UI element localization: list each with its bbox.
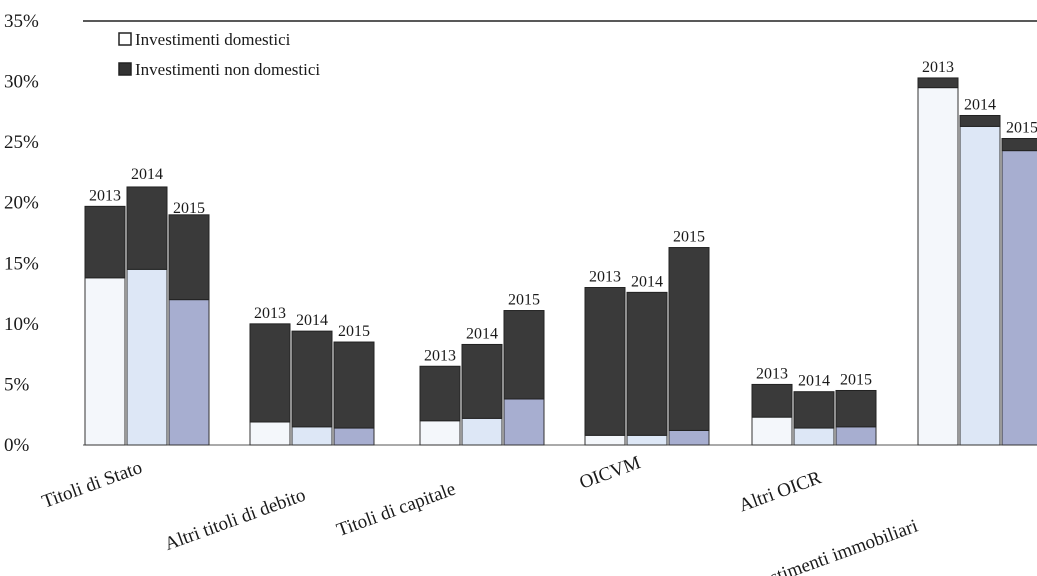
y-tick-label: 35% (4, 11, 39, 32)
bar-non-domestic (419, 365, 461, 422)
category-labels: Titoli di Stato Altri titoli di debito Tit… (39, 452, 920, 576)
legend-swatch-domestic (118, 32, 132, 46)
bar-domestic (751, 416, 793, 446)
bar-year-label: 2015 (1006, 120, 1037, 137)
bar-year-label: 2013 (424, 347, 456, 364)
bar-non-domestic (461, 343, 503, 419)
bar-domestic (333, 427, 375, 446)
bar-domestic (584, 434, 626, 446)
bar-domestic (793, 427, 835, 446)
bar-domestic (835, 426, 877, 446)
y-tick-label: 10% (4, 314, 39, 335)
y-tick-label: 30% (4, 72, 39, 93)
bar-non-domestic (626, 291, 668, 436)
bar-year-label: 2013 (589, 269, 621, 286)
x-category-label: Altri OICR (736, 467, 824, 516)
y-tick-label: 15% (4, 253, 39, 274)
bar-domestic (249, 421, 291, 446)
bar-domestic (419, 420, 461, 446)
bar-non-domestic (126, 186, 168, 270)
bar-domestic (168, 299, 210, 446)
bar-domestic (126, 268, 168, 446)
bar-non-domestic (1001, 138, 1037, 152)
x-category-label: Investimenti immobiliari (736, 516, 921, 576)
bar-year-label: 2013 (922, 59, 954, 76)
bar-domestic (291, 426, 333, 446)
x-category-label: Titoli di capitale (334, 479, 459, 541)
bar-year-label: 2014 (798, 373, 830, 390)
legend: Investimenti domestici Investimenti non … (118, 30, 320, 79)
legend-swatch-non-domestic (118, 62, 132, 76)
bar-non-domestic (584, 287, 626, 436)
bar-year-label: 2015 (840, 371, 872, 388)
bar-non-domestic (668, 247, 710, 431)
bar-non-domestic (333, 341, 375, 429)
bar-non-domestic (917, 77, 959, 89)
bar-non-domestic (84, 205, 126, 279)
bar-year-label: 2014 (466, 325, 498, 342)
bar-year-label: 2013 (756, 365, 788, 382)
bar-domestic (917, 87, 959, 446)
y-tick-label: 5% (4, 374, 30, 395)
x-category-label: Titoli di Stato (39, 457, 145, 513)
bars-group (84, 77, 1037, 446)
bar-year-label: 2014 (964, 96, 996, 113)
bar-non-domestic (168, 214, 210, 301)
bar-year-label: 2015 (173, 200, 205, 217)
legend-label-domestic: Investimenti domestici (135, 30, 291, 49)
bar-non-domestic (959, 114, 1001, 127)
bar-non-domestic (793, 391, 835, 429)
bar-year-label: 2014 (296, 312, 328, 329)
bar-non-domestic (291, 330, 333, 428)
y-axis: 0% 5% 10% 15% 20% 25% 30% 35% (4, 11, 1037, 456)
bar-domestic (84, 277, 126, 446)
bar-domestic (1001, 150, 1037, 446)
bar-year-label: 2013 (254, 305, 286, 322)
bar-non-domestic (751, 383, 793, 418)
bar-domestic (959, 125, 1001, 446)
y-tick-label: 25% (4, 132, 39, 153)
x-category-label: Altri titoli di debito (162, 485, 309, 555)
bar-domestic (461, 417, 503, 446)
bar-non-domestic (835, 389, 877, 428)
bar-year-label: 2014 (131, 166, 163, 183)
bar-year-label: 2015 (673, 229, 705, 246)
bar-non-domestic (503, 310, 545, 400)
legend-label-non-domestic: Investimenti non domestici (135, 60, 320, 79)
bar-domestic (626, 434, 668, 446)
x-category-label: OICVM (577, 452, 644, 493)
bar-year-label: 2013 (89, 187, 121, 204)
bar-year-label: 2015 (508, 292, 540, 309)
bar-year-label: 2014 (631, 273, 663, 290)
year-labels: 2013 2014 2015 2013 2014 2015 2013 2014 2015 2013… (89, 59, 1037, 390)
bar-domestic (503, 398, 545, 446)
bar-non-domestic (249, 323, 291, 423)
y-tick-label: 20% (4, 193, 39, 214)
y-tick-label: 0% (4, 435, 30, 456)
bar-domestic (668, 429, 710, 446)
bar-year-label: 2015 (338, 323, 370, 340)
